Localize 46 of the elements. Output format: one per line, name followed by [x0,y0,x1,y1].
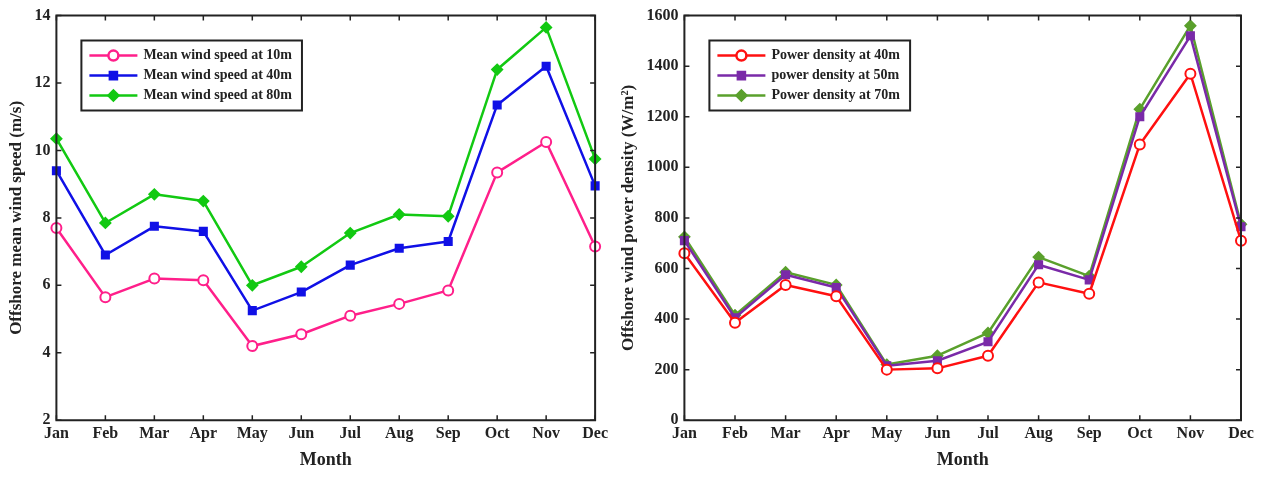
x-tick-label: Aug [1024,423,1053,442]
y-tick-label: 4 [42,342,51,360]
y-tick-label: 200 [654,359,679,377]
legend-label: power density at 50m [771,67,900,83]
legend-label: Mean wind speed at 10m [143,47,293,63]
y-tick-label: 14 [34,5,51,23]
y-tick-label: 12 [34,73,51,91]
x-tick-label: Feb [92,423,119,441]
x-tick-label: Jun [924,423,951,441]
legend-label: Mean wind speed at 80m [143,87,293,103]
x-tick-label: Mar [139,423,170,441]
x-tick-label: Jul [339,423,362,441]
y-tick-label: 800 [654,208,679,226]
y-tick-label: 1600 [646,5,679,23]
x-axis-title: Month [299,448,352,469]
x-tick-label: Mar [770,423,801,441]
x-tick-label: Jun [288,423,315,441]
legend-label: Mean wind speed at 40m [143,67,293,83]
y-axis-title: Offshore mean wind speed (m/s) [5,100,25,335]
x-tick-label: Jul [977,423,1000,441]
x-tick-label: Aug [385,423,414,442]
y-tick-label: 1400 [646,56,679,74]
legend-label: Power density at 70m [771,87,901,103]
x-tick-label: Apr [822,423,850,442]
y-tick-label: 10 [34,140,51,158]
y-axis-title: Offshore wind power density (W/m²) [617,84,637,351]
x-axis-title: Month [936,448,989,469]
x-tick-label: Dec [1228,423,1254,441]
x-tick-label: Nov [532,423,560,441]
x-tick-label: Dec [582,423,608,441]
x-tick-label: Apr [189,423,218,442]
x-tick-label: May [236,423,268,442]
y-tick-label: 1000 [646,157,679,175]
x-tick-label: May [871,423,903,442]
x-tick-label: Feb [722,423,748,441]
x-tick-label: Oct [484,423,511,441]
y-tick-label: 1200 [646,106,679,124]
x-tick-label: Sep [435,423,461,442]
x-tick-label: Oct [1127,423,1153,441]
y-tick-label: 400 [654,309,679,327]
y-tick-label: 8 [42,208,51,226]
y-tick-label: 600 [654,258,679,276]
y-tick-label: 6 [42,275,51,293]
legend-label: Power density at 40m [771,47,901,63]
x-tick-label: Nov [1176,423,1205,441]
x-tick-label: Sep [1076,423,1102,442]
